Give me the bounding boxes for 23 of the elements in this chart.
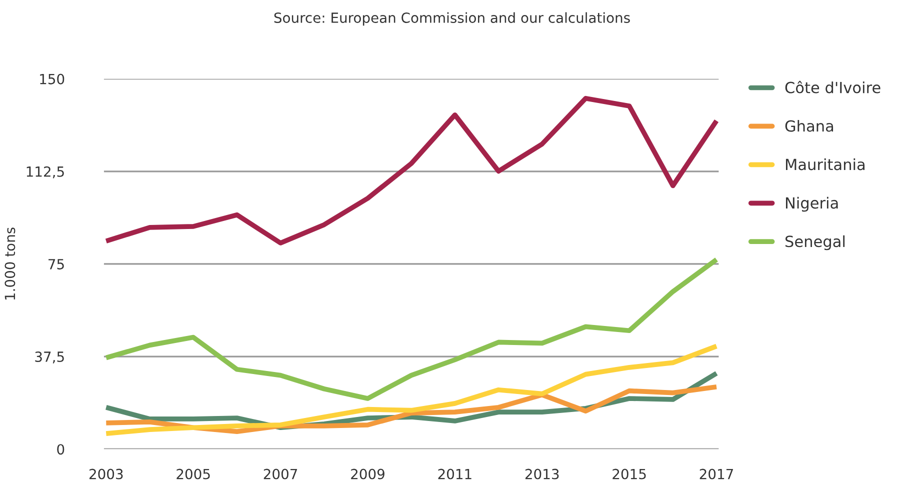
y-tick-label: 37,5 [35,352,64,364]
x-tick-label: 2007 [264,468,298,480]
line-series [104,96,719,246]
source-note: Source: European Commission and our calculations [274,12,630,26]
x-tick-label: 2003 [89,468,123,480]
x-tick-label: 2015 [612,468,646,480]
legend-label: Nigeria [786,196,838,212]
legend-label: Mauritania [786,158,864,170]
y-tick-label: 75 [48,259,64,270]
x-tick-label: 2009 [351,468,384,480]
y-tick-label: 112,5 [26,166,64,178]
y-axis-title: 1.000 tons [4,228,16,300]
x-tick-label: 2005 [176,468,210,480]
line-series [104,344,719,436]
x-tick-label: 2017 [700,468,733,480]
legend-label: Côte d'Ivoire [785,80,880,94]
legend-label: Senegal [785,235,845,250]
legend-label: Ghana [785,120,834,132]
x-tick-label: 2011 [438,468,472,480]
x-tick-label: 2013 [525,468,559,480]
y-tick-label: 0 [57,444,64,455]
line-series [104,257,719,401]
y-tick-label: 150 [40,74,64,84]
